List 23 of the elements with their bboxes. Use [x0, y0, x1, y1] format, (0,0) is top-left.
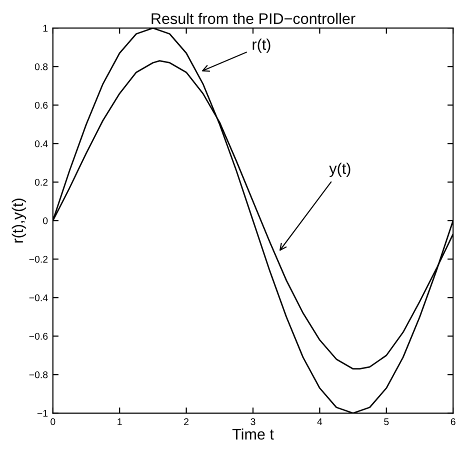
- y-tick-label: 0.8: [34, 63, 48, 70]
- x-tick-label: 6: [450, 418, 456, 426]
- y-tick-label: −0.4: [29, 294, 48, 302]
- annotation: y(t): [329, 162, 350, 177]
- y-tick-label: 0.2: [34, 178, 48, 186]
- y-tick-label: 0.6: [34, 102, 48, 109]
- y-tick-label: 1: [43, 24, 48, 32]
- chart-title: Result from the PID−controller: [152, 12, 356, 24]
- y-tick-label: 0: [43, 217, 48, 224]
- y-tick-label: 0.4: [34, 140, 48, 148]
- x-tick-label: 2: [184, 418, 189, 426]
- y-axis-title: r(t),y(t): [12, 198, 26, 242]
- x-tick-label: 0: [50, 418, 56, 426]
- annotation: r(t): [252, 38, 270, 53]
- y-tick-label: −0.2: [29, 256, 48, 263]
- x-axis-title: Time t: [232, 428, 274, 440]
- y-tick-label: −0.6: [29, 332, 48, 340]
- y-tick-label: −1: [37, 410, 48, 417]
- x-tick-label: 3: [250, 418, 256, 426]
- x-tick-label: 5: [384, 418, 389, 426]
- y-tick-label: −0.8: [29, 371, 48, 378]
- x-tick-label: 1: [118, 418, 122, 426]
- x-tick-label: 4: [317, 418, 322, 426]
